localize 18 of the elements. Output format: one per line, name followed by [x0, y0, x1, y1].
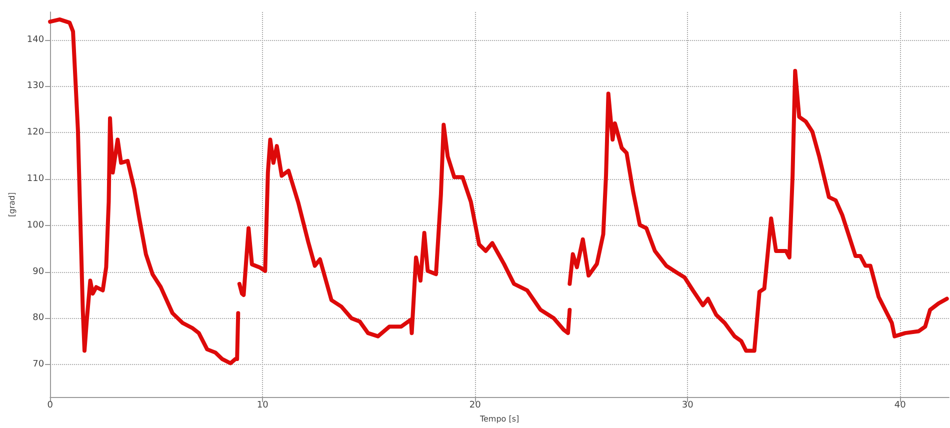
y-tick-label: 130: [26, 81, 44, 92]
y-axis-title: [grad]: [8, 192, 16, 217]
x-tick-label: 20: [469, 400, 482, 411]
x-tick-label: 40: [894, 400, 906, 411]
line-series: [237, 122, 572, 338]
x-tick-label: 30: [682, 400, 694, 411]
y-tick-label: 90: [32, 266, 44, 277]
line-series: [48, 17, 240, 366]
y-tick-label: 110: [26, 174, 44, 184]
y-tick-label: 140: [26, 34, 44, 45]
x-tick-label: 10: [256, 400, 269, 411]
y-tick-label: 80: [32, 313, 44, 324]
y-tick-label: 120: [26, 128, 44, 138]
y-tick-label: 70: [32, 360, 44, 370]
x-axis-title: Tempo [s]: [478, 414, 520, 424]
line-series: [568, 68, 949, 353]
y-tick-label: 100: [26, 220, 44, 230]
x-tick-label: 0: [47, 400, 54, 411]
